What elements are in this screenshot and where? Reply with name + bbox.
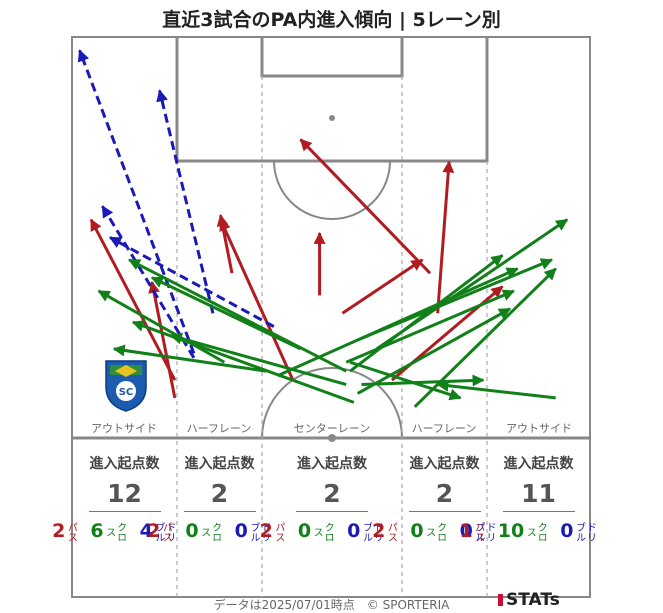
pass-arrow bbox=[299, 138, 432, 275]
cross-arrow bbox=[357, 258, 554, 342]
stat-total: 2 bbox=[435, 479, 454, 508]
center-spot bbox=[328, 434, 336, 442]
pass-arrow bbox=[148, 280, 177, 399]
stat-pass: 2 パス bbox=[147, 520, 172, 542]
pitch-outline bbox=[71, 36, 591, 598]
lane-stats-outside-right: 進入起点数 11 1 パス 10 クロス 0 ドリブル bbox=[460, 440, 596, 542]
pass-arrow bbox=[89, 218, 177, 381]
dribble-arrow bbox=[77, 49, 196, 354]
stat-header: 進入起点数 bbox=[409, 456, 480, 472]
cross-arrow bbox=[97, 289, 226, 364]
lane-label: ハーフレーン bbox=[412, 422, 477, 435]
brand-text: STATs bbox=[506, 590, 560, 610]
stat-pass: 2 パス bbox=[52, 520, 77, 542]
stat-dribble: 0 ドリブル bbox=[560, 520, 596, 542]
stat-header: 進入起点数 bbox=[503, 456, 574, 472]
stat-cross: 0 クロス bbox=[410, 520, 446, 542]
pass-arrow bbox=[341, 258, 424, 315]
crest-letters: SC bbox=[119, 387, 134, 398]
brand-mark-icon bbox=[498, 594, 503, 606]
stat-total: 2 bbox=[210, 479, 229, 508]
pitch-markings bbox=[71, 36, 591, 598]
cross-arrow bbox=[169, 332, 347, 386]
stat-cross: 6 クロス bbox=[90, 520, 126, 542]
stat-divider bbox=[88, 511, 161, 512]
center-circle bbox=[261, 367, 403, 439]
stat-total: 2 bbox=[323, 479, 341, 508]
lane-label: センターレーン bbox=[294, 422, 370, 435]
pass-arrow bbox=[436, 160, 455, 314]
lane-label: ハーフレーン bbox=[187, 422, 252, 435]
dribble-arrow bbox=[101, 205, 196, 359]
cross-arrow bbox=[112, 344, 267, 373]
footer-note: データは2025/07/01時点 © SPORTERIA bbox=[213, 598, 450, 612]
stat-divider bbox=[502, 511, 575, 512]
stat-dribble: 0 ドリブル bbox=[234, 520, 270, 542]
stat-divider bbox=[296, 511, 368, 512]
penalty-area bbox=[175, 37, 489, 163]
lane-label: アウトサイド bbox=[506, 422, 572, 435]
lane-stats-halfspace-right: 進入起点数 2 2 パス 0 クロス 0 ドリブル bbox=[372, 440, 495, 542]
lane-stats-halfspace-left: 進入起点数 2 2 パス 0 クロス 0 ドリブル bbox=[147, 440, 270, 542]
cross-arrow bbox=[436, 379, 556, 400]
stat-divider bbox=[408, 511, 481, 512]
lane-labels: アウトサイド ハーフレーン センターレーン ハーフレーン アウトサイド bbox=[91, 422, 572, 435]
stat-header: 進入起点数 bbox=[297, 456, 367, 472]
penalty-arc bbox=[273, 160, 391, 220]
lane-stats-center: 進入起点数 2 2 パス 0 クロス 0 ドリブル bbox=[259, 440, 402, 542]
stat-header: 進入起点数 bbox=[184, 456, 255, 472]
stat-dribble: 0 ドリブル bbox=[347, 520, 383, 542]
stat-cross: 0 クロス bbox=[185, 520, 221, 542]
cross-arrow bbox=[150, 276, 302, 351]
pass-arrow bbox=[219, 218, 295, 381]
club-crest-icon: SC bbox=[105, 360, 147, 412]
cross-arrow bbox=[361, 374, 485, 387]
stat-total: 12 bbox=[107, 479, 142, 508]
stat-total: 11 bbox=[521, 479, 556, 508]
brand-logo: STATs bbox=[498, 590, 560, 610]
stat-divider bbox=[183, 511, 256, 512]
lane-label: アウトサイド bbox=[91, 422, 157, 435]
entry-arrows bbox=[77, 49, 569, 408]
cross-arrow bbox=[131, 320, 355, 404]
dribble-arrow bbox=[156, 89, 215, 314]
stat-header: 進入起点数 bbox=[89, 456, 160, 472]
dribble-arrow bbox=[109, 236, 275, 328]
stat-cross: 0 クロス bbox=[297, 520, 334, 542]
penalty-spot bbox=[329, 115, 335, 121]
stat-pass: 1 パス bbox=[459, 520, 484, 542]
cross-arrow bbox=[413, 267, 557, 408]
goal-area bbox=[260, 37, 404, 78]
chart-title: 直近3試合のPA内進入傾向 | 5レーン別 bbox=[162, 9, 501, 31]
stat-pass: 2 パス bbox=[372, 520, 397, 542]
cross-arrow bbox=[128, 258, 347, 373]
stat-pass: 2 パス bbox=[259, 520, 284, 542]
cross-arrow bbox=[356, 307, 512, 395]
lane-dividers bbox=[176, 76, 488, 597]
lane-stats-outside-left: 進入起点数 12 2 パス 6 クロス 4 ドリブル bbox=[52, 440, 177, 542]
stat-dribble: 0 ドリブル bbox=[459, 520, 495, 542]
cross-arrow bbox=[345, 289, 515, 364]
stat-cross: 10 クロス bbox=[497, 520, 547, 542]
stat-dribble: 4 ドリブル bbox=[139, 520, 175, 542]
cross-arrow bbox=[349, 360, 462, 401]
